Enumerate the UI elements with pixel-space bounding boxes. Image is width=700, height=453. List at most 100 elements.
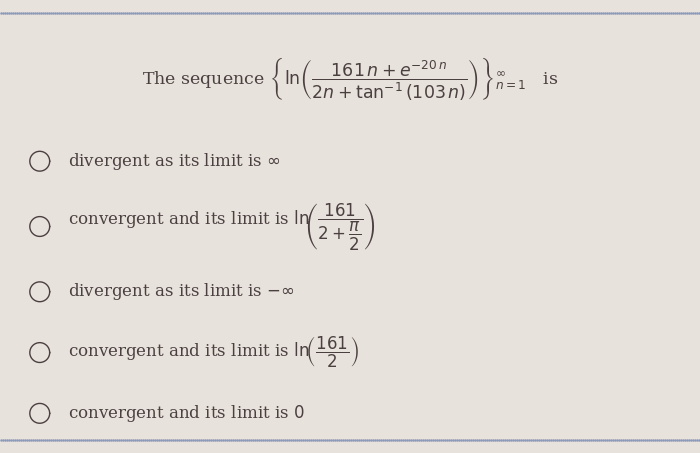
Point [127, 9, 139, 16]
Point [323, 9, 335, 16]
Point [22, 437, 33, 444]
Point [463, 9, 475, 16]
Point [36, 9, 47, 16]
Point [48, 9, 59, 16]
Point [71, 437, 83, 444]
Point [303, 9, 314, 16]
Point [190, 9, 201, 16]
Point [447, 437, 458, 444]
Point [183, 437, 195, 444]
Point [244, 437, 255, 444]
Point [298, 9, 309, 16]
Point [106, 9, 117, 16]
Point [132, 437, 143, 444]
Point [377, 437, 388, 444]
Point [452, 437, 463, 444]
Point [309, 9, 321, 16]
Point [555, 437, 566, 444]
Point [653, 9, 664, 16]
Point [537, 9, 548, 16]
Point [577, 437, 588, 444]
Point [561, 9, 573, 16]
Point [18, 437, 29, 444]
Point [471, 437, 482, 444]
Point [683, 9, 694, 16]
Point [46, 437, 57, 444]
Point [24, 9, 35, 16]
Point [667, 9, 678, 16]
Point [216, 9, 227, 16]
Point [290, 9, 301, 16]
Point [589, 9, 601, 16]
Point [20, 9, 31, 16]
Point [438, 9, 449, 16]
Point [477, 437, 489, 444]
Point [48, 437, 59, 444]
Point [286, 9, 297, 16]
Point [393, 9, 405, 16]
Point [359, 437, 370, 444]
Point [435, 437, 447, 444]
Point [180, 9, 191, 16]
Point [99, 9, 111, 16]
Point [673, 437, 684, 444]
Text: The sequence $\left\{\ln\!\left(\dfrac{161\,n + e^{-20\,n}}{2n + \tan^{-1}(103\,: The sequence $\left\{\ln\!\left(\dfrac{1… [142, 55, 558, 102]
Point [481, 9, 492, 16]
Point [70, 9, 81, 16]
Point [216, 437, 227, 444]
Point [166, 9, 177, 16]
Point [57, 9, 69, 16]
Point [349, 9, 360, 16]
Point [575, 9, 587, 16]
Point [543, 437, 554, 444]
Point [503, 9, 514, 16]
Point [85, 437, 97, 444]
Point [589, 437, 601, 444]
Point [591, 9, 602, 16]
Point [26, 9, 37, 16]
Point [344, 437, 355, 444]
Point [384, 437, 395, 444]
Point [314, 9, 325, 16]
Point [433, 9, 444, 16]
Point [68, 437, 79, 444]
Point [579, 437, 590, 444]
Point [256, 9, 267, 16]
Point [295, 437, 307, 444]
Point [158, 9, 169, 16]
Point [174, 437, 185, 444]
Point [541, 437, 552, 444]
Point [363, 9, 374, 16]
Point [536, 437, 547, 444]
Point [412, 9, 423, 16]
Point [305, 437, 316, 444]
Point [641, 437, 652, 444]
Point [195, 437, 206, 444]
Point [473, 9, 484, 16]
Point [241, 9, 253, 16]
Point [421, 437, 433, 444]
Point [246, 437, 257, 444]
Point [401, 9, 412, 16]
Point [375, 9, 386, 16]
Point [647, 9, 658, 16]
Point [90, 9, 101, 16]
Point [70, 437, 81, 444]
Point [166, 437, 177, 444]
Point [633, 437, 644, 444]
Point [564, 437, 575, 444]
Point [120, 437, 131, 444]
Point [102, 437, 113, 444]
Point [585, 9, 596, 16]
Point [463, 437, 475, 444]
Point [153, 437, 164, 444]
Point [342, 437, 353, 444]
Point [78, 437, 89, 444]
Point [513, 9, 524, 16]
Point [291, 437, 302, 444]
Point [239, 9, 251, 16]
Point [290, 437, 301, 444]
Point [192, 9, 203, 16]
Point [382, 9, 393, 16]
Point [529, 9, 540, 16]
